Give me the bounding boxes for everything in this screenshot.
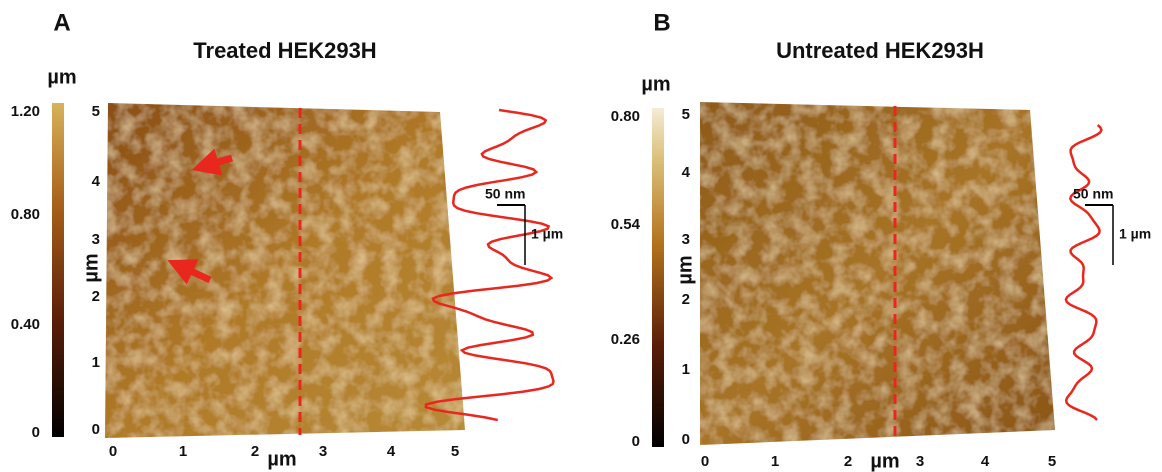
scale-bar-height: 50 nm [485,186,525,202]
colorbar-tick-label: 0.26 [611,331,640,348]
colorbar-tick-label: 1.20 [11,103,40,120]
y-tick-label: 5 [92,103,100,120]
x-axis-label: µm [870,450,899,472]
height-profile [1064,124,1103,421]
x-tick-label: 4 [387,443,396,460]
y-tick-label: 2 [92,288,100,305]
y-tick-label: 2 [682,291,690,308]
colorbar-tick-label: 0.80 [11,206,40,223]
x-tick-label: 3 [916,453,924,470]
x-tick-label: 1 [179,443,187,460]
colorbar-tick-label: 0 [32,424,40,441]
y-tick-label: 4 [682,164,691,181]
colorbar-unit: µm [641,73,670,95]
x-tick-label: 3 [319,443,327,460]
arrow [167,259,212,285]
panel-label: A [53,9,70,36]
y-axis-label: µm [80,253,102,282]
panel-label: B [653,9,670,36]
colorbar-tick-label: 0.40 [11,316,40,333]
y-axis-label: µm [674,255,696,284]
x-tick-label: 2 [251,443,259,460]
x-tick-label: 4 [981,453,990,470]
x-tick-label: 2 [844,453,852,470]
x-tick-label: 0 [109,443,117,460]
panel-title: Treated HEK293H [193,38,376,63]
x-tick-label: 5 [451,443,459,460]
afm-image [700,102,1055,445]
y-tick-label: 0 [682,431,690,448]
scale-bar-length: 1 µm [1119,226,1151,242]
scale-bar-length: 1 µm [531,226,563,242]
y-tick-label: 4 [92,173,101,190]
height-profile [424,108,555,422]
x-tick-label: 5 [1048,453,1056,470]
y-tick-label: 1 [92,354,100,371]
x-axis-label: µm [267,448,296,470]
colorbar [52,103,64,437]
afm-image [105,103,465,438]
panel-title: Untreated HEK293H [776,38,984,63]
colorbar-tick-label: 0 [632,433,640,450]
y-tick-label: 0 [92,421,100,438]
y-tick-label: 5 [682,106,690,123]
y-tick-label: 1 [682,361,690,378]
y-tick-label: 3 [682,231,690,248]
colorbar-tick-label: 0.54 [611,216,641,233]
arrow [191,148,233,176]
colorbar-unit: µm [47,66,76,88]
y-tick-label: 3 [92,231,100,248]
x-tick-label: 0 [701,453,709,470]
colorbar-tick-label: 0.80 [611,108,640,125]
colorbar [652,108,664,447]
x-tick-label: 1 [771,453,779,470]
scale-bar-height: 50 nm [1073,186,1113,202]
